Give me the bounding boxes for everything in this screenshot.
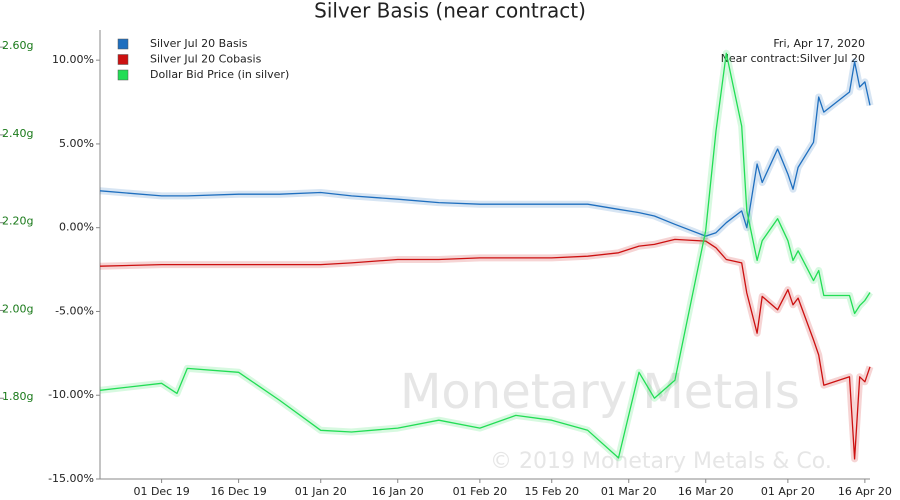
chart-title: Silver Basis (near contract) bbox=[314, 0, 586, 23]
x-tick-label: 16 Dec 19 bbox=[210, 485, 266, 498]
y2-tick-label: 2.20g bbox=[2, 215, 33, 228]
annotation: Fri, Apr 17, 2020 bbox=[773, 37, 865, 50]
x-tick-label: 01 Feb 20 bbox=[453, 485, 507, 498]
legend-swatch bbox=[117, 69, 129, 81]
x-tick-label: 16 Jan 20 bbox=[372, 485, 424, 498]
legend-swatch bbox=[117, 54, 129, 65]
y-tick-label: 0.00% bbox=[59, 221, 94, 234]
y2-tick-label: 2.60g bbox=[2, 39, 33, 52]
legend-swatch bbox=[117, 38, 129, 50]
x-tick-label: 01 Dec 19 bbox=[133, 485, 189, 498]
watermark: Monetary Metals bbox=[400, 364, 800, 420]
y-tick-label: -10.00% bbox=[48, 388, 94, 401]
annotation: Near contract:Silver Jul 20 bbox=[721, 52, 865, 65]
legend-label: Silver Jul 20 Basis bbox=[150, 37, 248, 50]
y-tick-label: -15.00% bbox=[48, 472, 94, 485]
x-tick-label: 16 Apr 20 bbox=[838, 485, 892, 498]
x-tick-label: 01 Apr 20 bbox=[761, 485, 815, 498]
y-tick-label: 10.00% bbox=[52, 53, 94, 66]
legend-label: Dollar Bid Price (in silver) bbox=[150, 68, 289, 81]
y2-tick-label: 2.40g bbox=[2, 127, 33, 140]
x-tick-label: 01 Mar 20 bbox=[601, 485, 657, 498]
y2-tick-label: 2.00g bbox=[2, 302, 33, 315]
legend-label: Silver Jul 20 Cobasis bbox=[150, 53, 262, 66]
series-line bbox=[99, 61, 871, 237]
x-tick-label: 16 Mar 20 bbox=[678, 485, 734, 498]
series-line bbox=[99, 52, 871, 459]
x-tick-label: 15 Feb 20 bbox=[524, 485, 578, 498]
x-tick-label: 01 Jan 20 bbox=[295, 485, 347, 498]
watermark: © 2019 Monetary Metals & Co. bbox=[490, 449, 832, 474]
y2-tick-label: 1.80g bbox=[2, 390, 33, 403]
y-tick-label: 5.00% bbox=[59, 137, 94, 150]
y-tick-label: -5.00% bbox=[55, 304, 94, 317]
line-glow bbox=[99, 58, 874, 240]
series-line bbox=[99, 238, 871, 460]
